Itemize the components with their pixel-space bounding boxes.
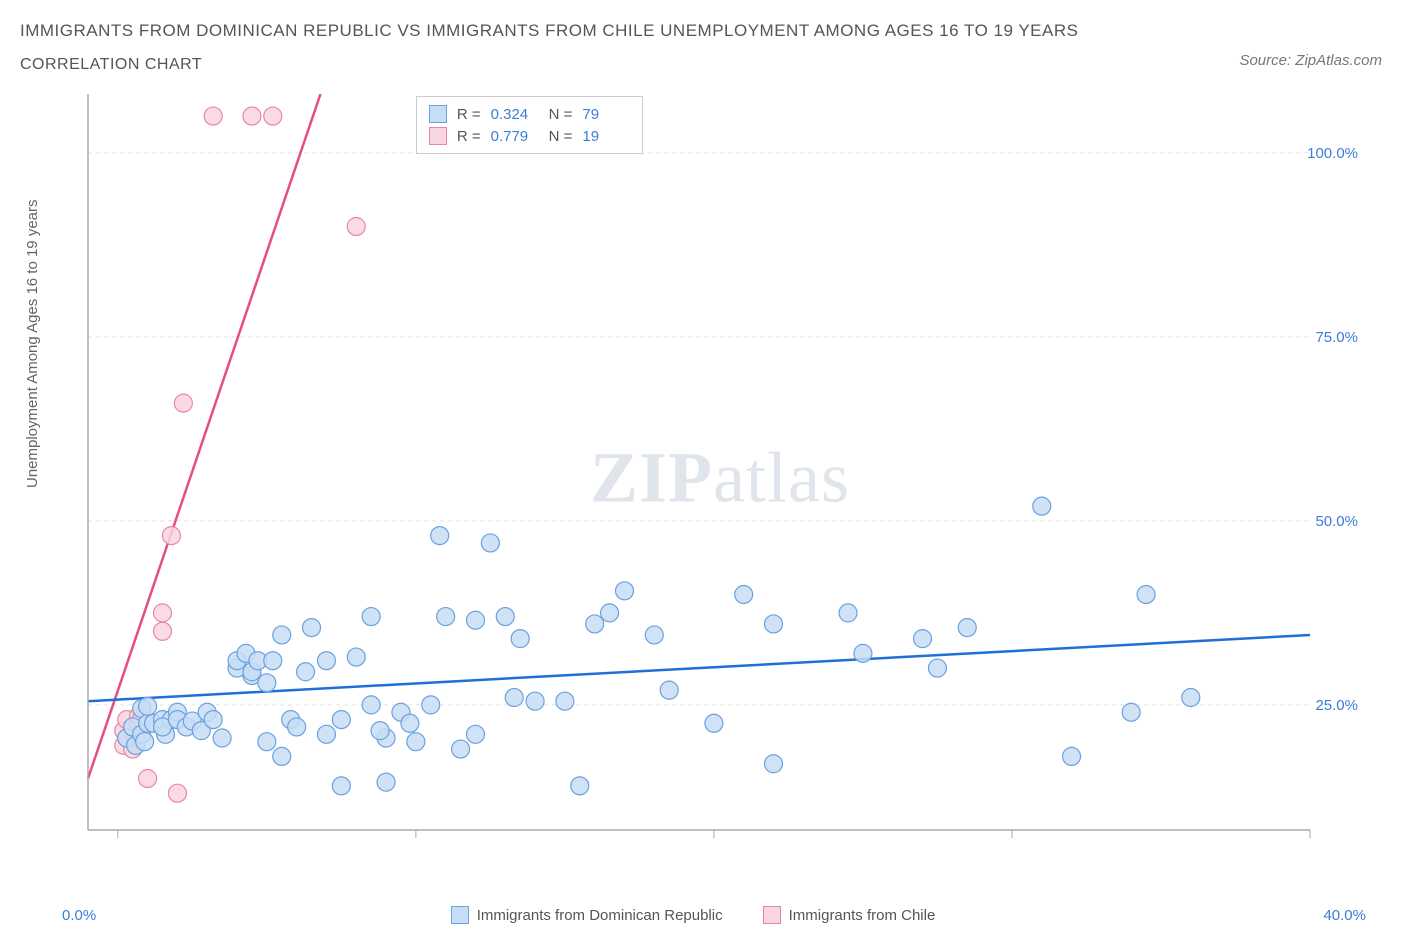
legend-label-cl: Immigrants from Chile xyxy=(789,907,936,924)
svg-text:25.0%: 25.0% xyxy=(1315,697,1358,714)
legend-swatch-dr xyxy=(451,906,469,924)
scatter-plot-svg: 25.0% 50.0% 75.0% 100.0% xyxy=(74,88,1366,860)
legend-swatch-cl xyxy=(763,906,781,924)
x-axis-min-label: 0.0% xyxy=(62,907,96,924)
stats-row-cl: R =0.779N =19 xyxy=(429,125,631,147)
x-axis-max-label: 40.0% xyxy=(1323,907,1366,924)
legend-item-dr: Immigrants from Dominican Republic xyxy=(451,906,723,924)
legend-bottom: 0.0% Immigrants from Dominican Republic … xyxy=(0,906,1386,924)
svg-text:100.0%: 100.0% xyxy=(1307,145,1358,162)
svg-text:75.0%: 75.0% xyxy=(1315,329,1358,346)
stats-swatch-cl xyxy=(429,127,447,145)
source-attribution: Source: ZipAtlas.com xyxy=(1239,52,1382,69)
chart-container: Unemployment Among Ages 16 to 19 years 2… xyxy=(20,88,1386,908)
legend-item-cl: Immigrants from Chile xyxy=(763,906,936,924)
svg-text:50.0%: 50.0% xyxy=(1315,513,1358,530)
chart-title: IMMIGRANTS FROM DOMINICAN REPUBLIC VS IM… xyxy=(20,18,1386,44)
y-axis-label: Unemployment Among Ages 16 to 19 years xyxy=(24,199,41,488)
chart-subtitle: CORRELATION CHART xyxy=(20,56,1386,74)
stats-swatch-dr xyxy=(429,105,447,123)
correlation-stats-box: R =0.324N =79R =0.779N =19 xyxy=(416,96,644,154)
plot-area: 25.0%50.0%75.0%100.0% ZIPatlas R =0.324N… xyxy=(74,88,1366,860)
legend-label-dr: Immigrants from Dominican Republic xyxy=(477,907,723,924)
stats-row-dr: R =0.324N =79 xyxy=(429,103,631,125)
